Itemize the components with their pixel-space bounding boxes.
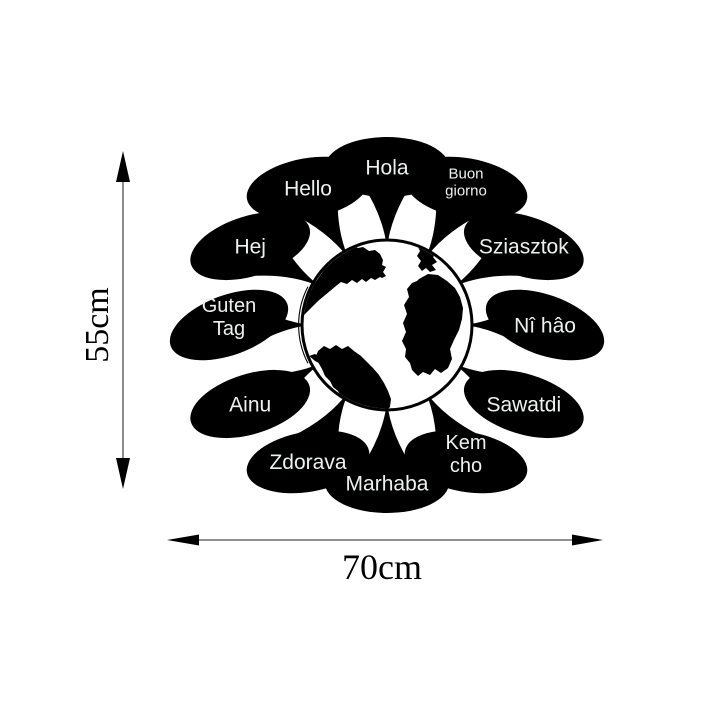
svg-text:Nî hâo: Nî hâo	[514, 314, 576, 337]
svg-text:Sawatdi: Sawatdi	[486, 393, 561, 416]
svg-text:70cm: 70cm	[342, 547, 422, 587]
svg-text:Sziasztok: Sziasztok	[479, 235, 569, 258]
svg-text:Hola: Hola	[365, 156, 409, 179]
svg-text:Marhaba: Marhaba	[346, 472, 429, 495]
svg-text:Hello: Hello	[284, 178, 332, 201]
svg-text:55cm: 55cm	[79, 287, 116, 363]
svg-text:Zdorava: Zdorava	[269, 451, 346, 474]
svg-text:Hej: Hej	[234, 235, 266, 258]
svg-text:Ainu: Ainu	[229, 393, 271, 416]
